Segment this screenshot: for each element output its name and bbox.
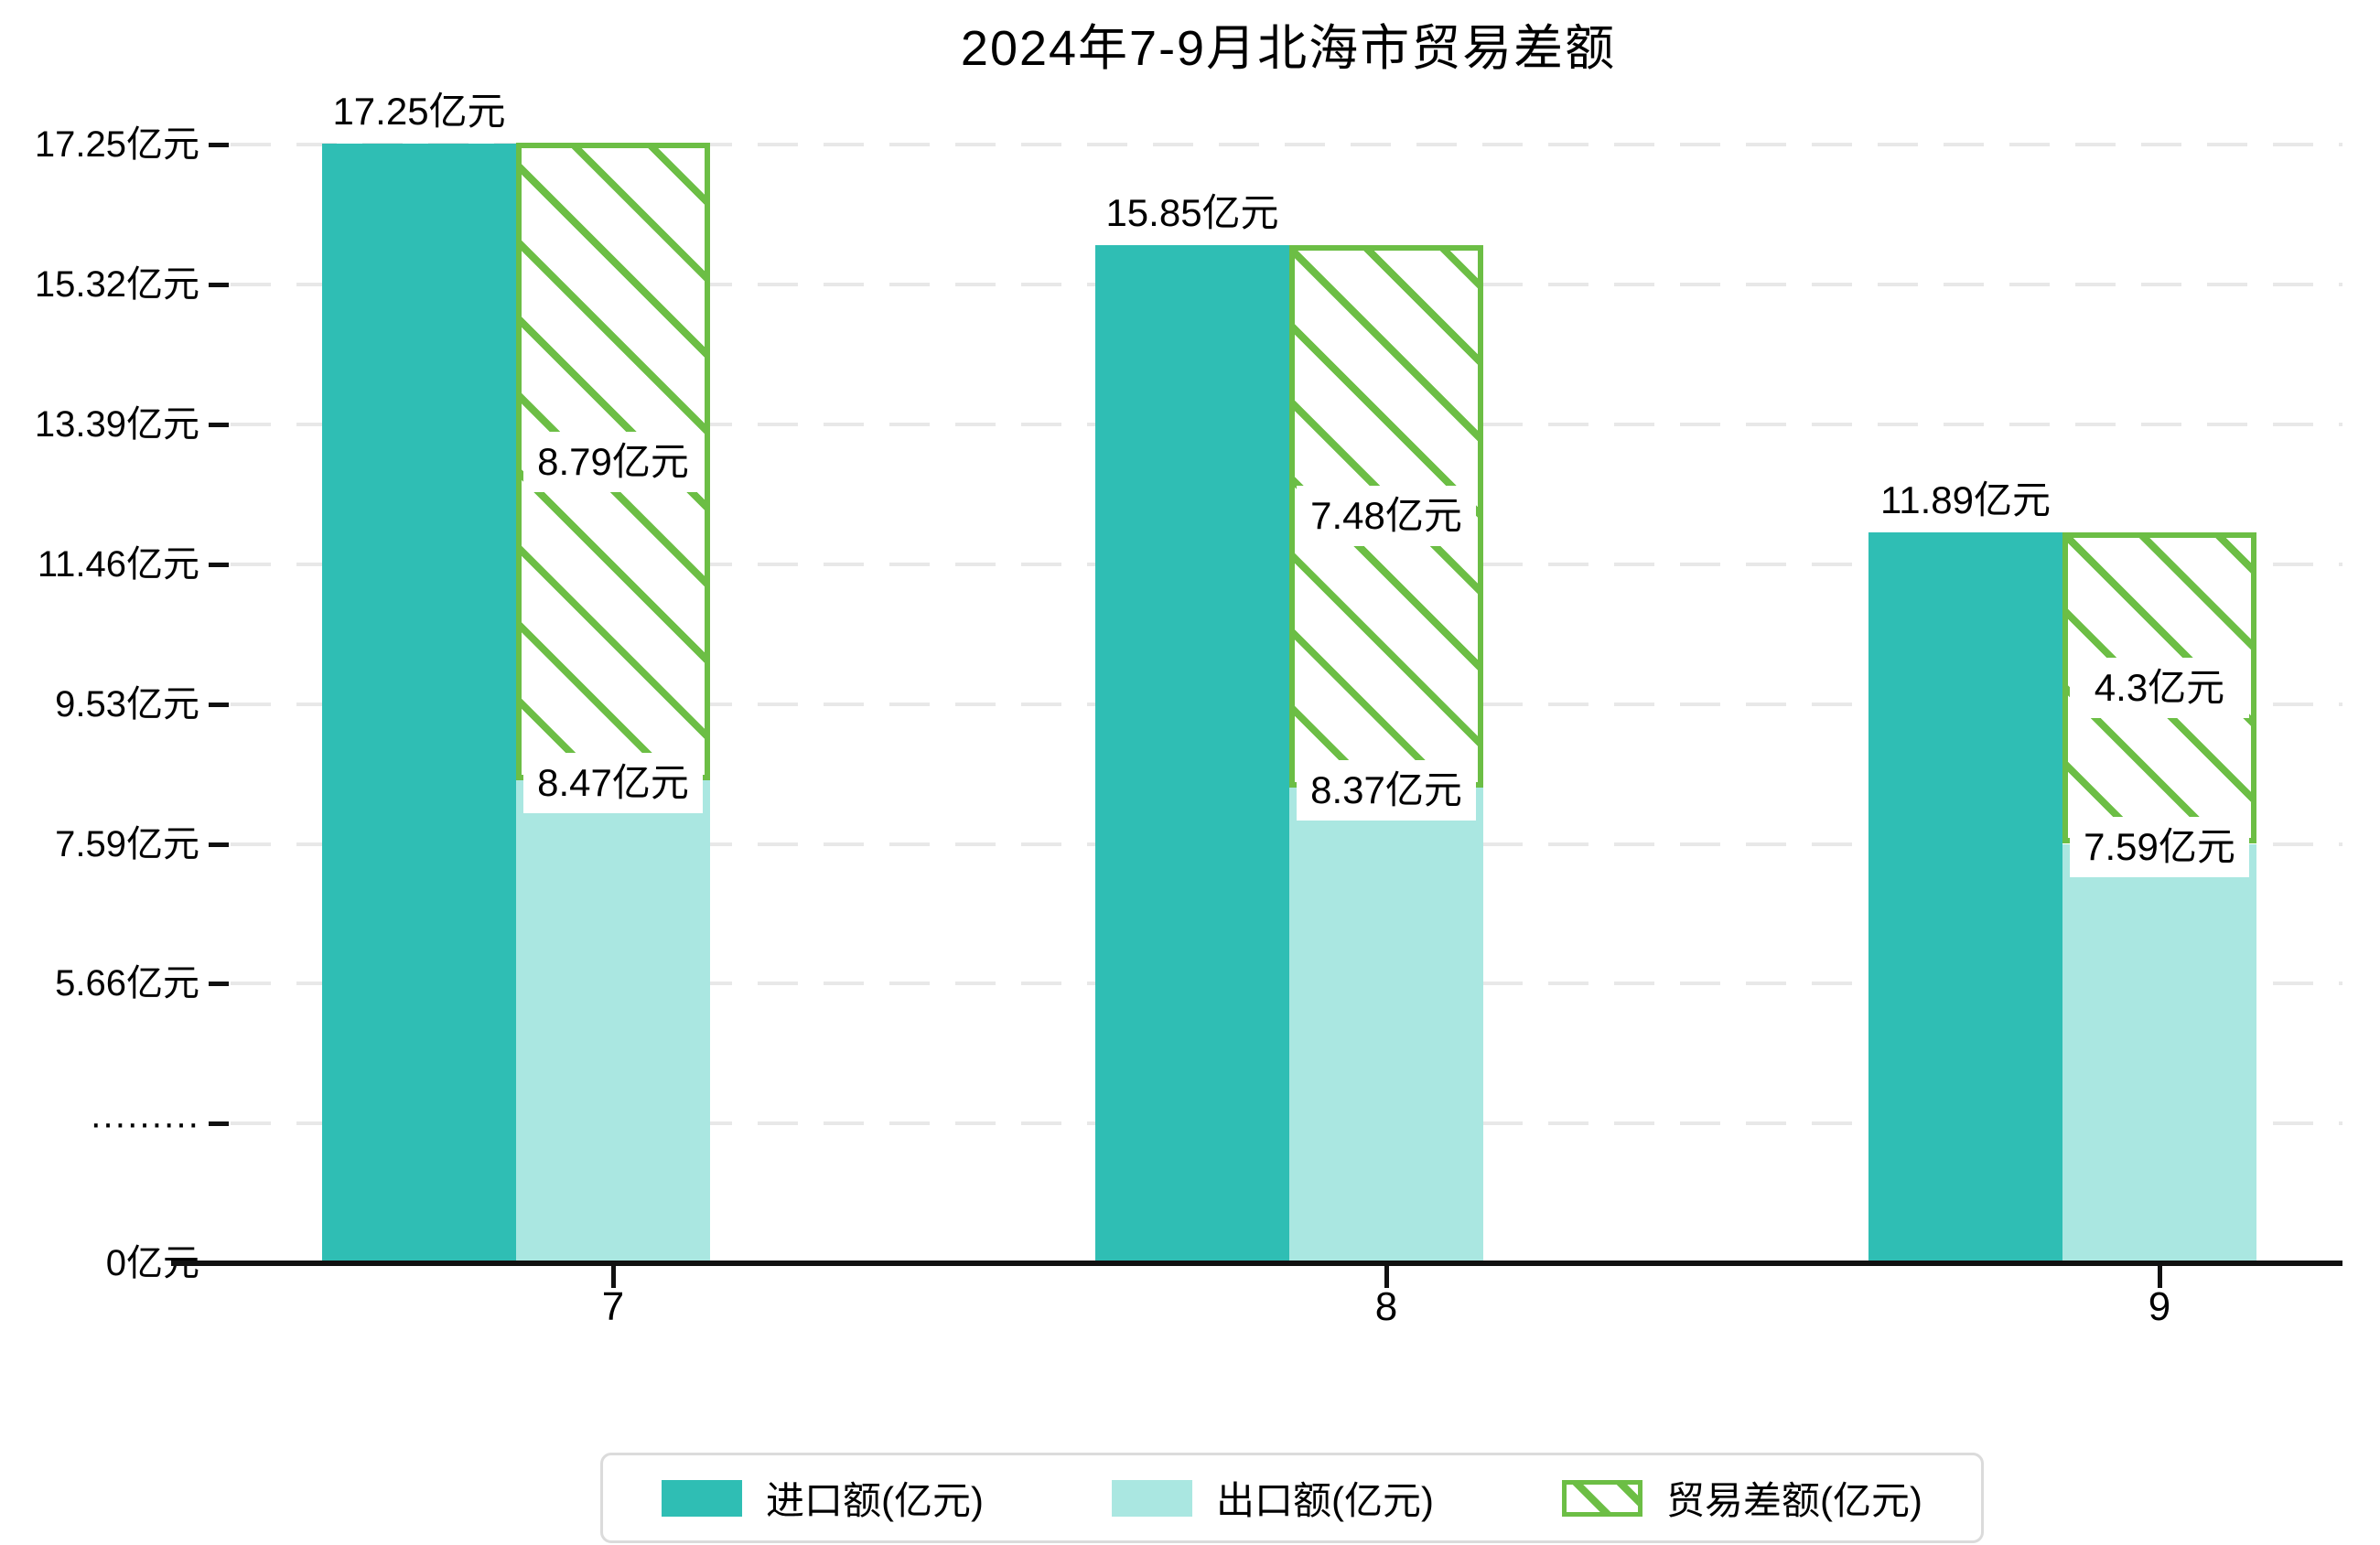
- y-axis-label: 9.53亿元: [55, 683, 199, 724]
- x-tick-mark: [1384, 1266, 1389, 1288]
- x-axis-line: [171, 1261, 2342, 1266]
- import-bar[interactable]: [322, 144, 516, 1261]
- import-value-label: 17.25亿元: [332, 90, 506, 134]
- legend-item-import[interactable]: 进口额(亿元): [662, 1470, 984, 1526]
- x-axis-label: 7: [601, 1284, 625, 1329]
- y-axis-label: 0亿元: [105, 1243, 199, 1284]
- export-value-label: 8.37亿元: [1297, 759, 1476, 821]
- import-value-label: 15.85亿元: [1105, 191, 1279, 235]
- y-tick-mark: [209, 1121, 229, 1127]
- diff-value-label: 4.3亿元: [2070, 658, 2249, 719]
- legend-item-trade-diff[interactable]: 贸易差额(亿元): [1561, 1470, 1922, 1526]
- legend-item-export[interactable]: 出口额(亿元): [1112, 1470, 1434, 1526]
- y-axis-label: 13.39亿元: [34, 403, 199, 445]
- y-tick-mark: [209, 562, 229, 567]
- y-axis-label: 15.32亿元: [34, 263, 199, 305]
- export-bar[interactable]: [1289, 787, 1483, 1261]
- import-value-label: 11.89亿元: [1880, 477, 2051, 521]
- legend-item-label: 贸易差额(亿元): [1665, 1479, 1922, 1522]
- legend: 进口额(亿元) 出口额(亿元) 贸易差额(亿元): [600, 1453, 1984, 1543]
- y-tick-mark: [209, 702, 229, 707]
- y-tick-mark: [209, 842, 229, 847]
- y-axis-label: 5.66亿元: [55, 963, 199, 1004]
- x-axis-label: 9: [2148, 1284, 2171, 1329]
- export-bar[interactable]: [516, 779, 710, 1261]
- y-axis-label: 17.25亿元: [34, 124, 199, 165]
- legend-item-label: 出口额(亿元): [1216, 1479, 1434, 1522]
- y-tick-mark: [209, 282, 229, 287]
- y-tick-mark: [209, 982, 229, 987]
- diff-value-label: 8.79亿元: [523, 431, 703, 492]
- x-axis-label: 8: [1374, 1284, 1398, 1329]
- import-bar[interactable]: [1868, 531, 2062, 1261]
- export-value-label: 8.47亿元: [523, 752, 703, 813]
- y-axis-label: 11.46亿元: [37, 543, 199, 585]
- legend-item-label: 进口额(亿元): [766, 1479, 985, 1522]
- gridline: [231, 143, 2342, 146]
- y-axis-label: ·········: [90, 1103, 199, 1144]
- x-tick-mark: [2158, 1266, 2162, 1288]
- y-axis-label: 7.59亿元: [55, 823, 199, 864]
- y-tick-mark: [209, 143, 229, 147]
- export-bar[interactable]: [2062, 843, 2256, 1261]
- diff-value-label: 7.48亿元: [1297, 486, 1476, 547]
- trade-diff-swatch-icon: [1561, 1479, 1642, 1517]
- export-value-label: 7.59亿元: [2070, 816, 2249, 877]
- x-tick-mark: [611, 1266, 616, 1288]
- export-swatch-icon: [1112, 1479, 1193, 1517]
- chart-title: 2024年7-9月北海市贸易差额: [960, 21, 1617, 76]
- import-bar[interactable]: [1095, 245, 1289, 1261]
- import-swatch-icon: [662, 1479, 743, 1517]
- y-tick-mark: [209, 422, 229, 427]
